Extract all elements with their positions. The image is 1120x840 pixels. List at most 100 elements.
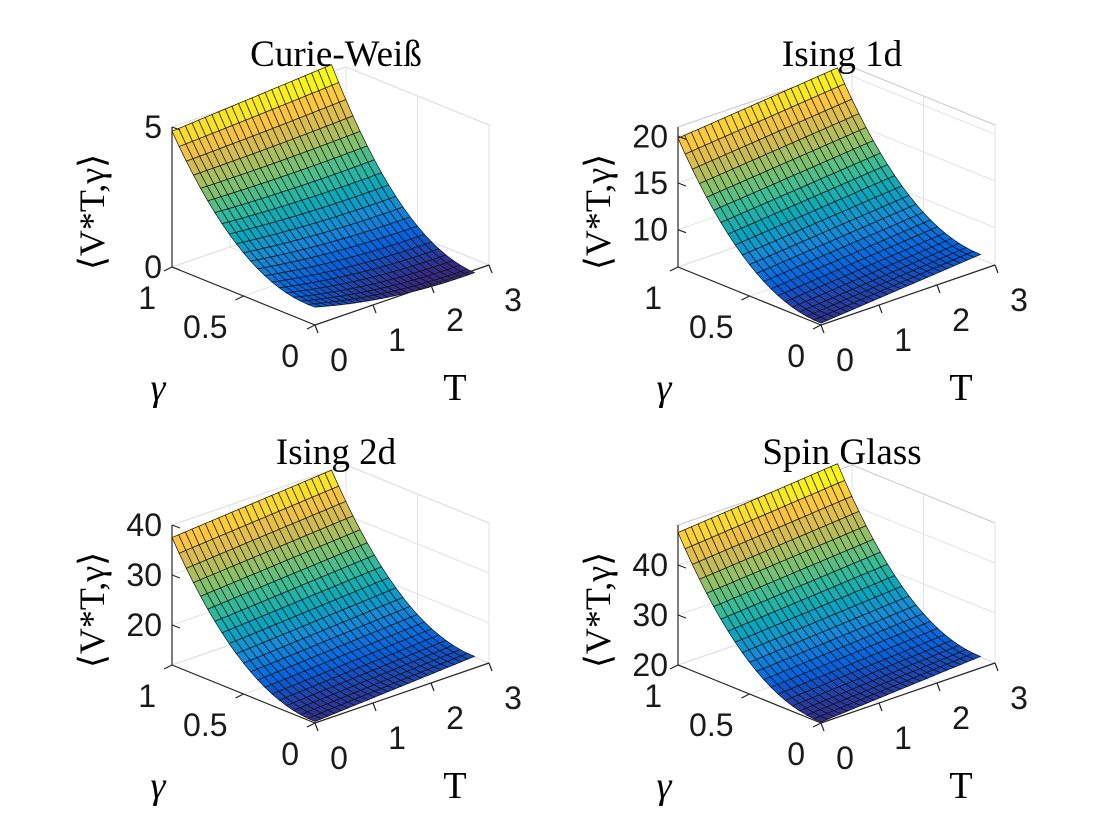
z-axis-label: ⟨V*T,γ⟩ — [578, 552, 618, 668]
t-tick-mark — [994, 662, 999, 672]
gamma-tick-mark — [235, 295, 244, 301]
z-tick-mark — [171, 574, 181, 579]
t-tick-mark — [430, 682, 435, 692]
t-tick-mark — [878, 304, 883, 314]
gamma-tick-label: 0.5 — [183, 309, 227, 345]
t-tick-label: 1 — [388, 720, 406, 756]
t-tick-mark — [936, 682, 941, 692]
t-tick-mark — [488, 662, 493, 672]
z-tick-mark — [677, 664, 687, 669]
surface-patch — [812, 715, 829, 723]
z-tick-label: 20 — [632, 118, 668, 154]
gamma-tick-mark — [306, 722, 316, 728]
t-tick-label: 3 — [504, 680, 522, 716]
z-tick-label: 20 — [126, 607, 162, 643]
gamma-tick-mark — [235, 693, 244, 699]
t-axis-label: T — [443, 367, 466, 409]
subplot-title: Ising 2d — [276, 432, 397, 473]
t-tick-label: 1 — [894, 322, 912, 358]
gamma-tick-label: 0.5 — [183, 707, 227, 743]
gamma-tick-mark — [306, 324, 316, 330]
t-tick-mark — [936, 284, 941, 294]
t-tick-label: 3 — [504, 282, 522, 318]
gamma-axis-label: γ — [657, 765, 673, 807]
t-tick-mark — [314, 324, 319, 334]
t-tick-label: 3 — [1010, 282, 1028, 318]
z-axis-label: ⟨V*T,γ⟩ — [578, 154, 618, 270]
t-tick-label: 0 — [330, 740, 348, 776]
gamma-tick-label: 0 — [787, 338, 805, 374]
t-axis-label: T — [443, 765, 466, 807]
t-axis-line — [820, 264, 996, 326]
gamma-tick-mark — [812, 324, 822, 330]
gamma-tick-mark — [669, 266, 679, 272]
t-tick-mark — [372, 702, 377, 712]
t-tick-label: 2 — [446, 302, 464, 338]
z-tick-label: 10 — [632, 212, 668, 248]
gamma-tick-mark — [669, 664, 679, 670]
gamma-tick-label: 1 — [138, 280, 156, 316]
surface-patch — [812, 316, 829, 324]
z-tick-mark — [677, 229, 687, 234]
surface — [171, 64, 476, 308]
gamma-tick-label: 0 — [281, 338, 299, 374]
t-tick-mark — [878, 702, 883, 712]
t-axis-line — [820, 662, 996, 724]
t-tick-mark — [372, 304, 377, 314]
z-tick-label: 15 — [632, 165, 668, 201]
t-tick-label: 1 — [894, 720, 912, 756]
gamma-axis-label: γ — [657, 367, 673, 409]
surface-patch — [306, 715, 323, 722]
z-axis-label: ⟨V*T,γ⟩ — [72, 552, 112, 668]
z-tick-mark — [677, 564, 687, 569]
z-tick-label: 30 — [126, 557, 162, 593]
t-axis-label: T — [949, 765, 972, 807]
t-tick-mark — [820, 722, 825, 732]
subplot-title: Ising 1d — [782, 34, 903, 75]
t-tick-mark — [430, 284, 435, 294]
z-tick-mark — [171, 266, 181, 271]
t-axis-label: T — [949, 367, 972, 409]
z-tick-label: 20 — [632, 647, 668, 683]
surface-patch — [307, 303, 322, 308]
surface — [677, 463, 982, 723]
t-tick-label: 2 — [952, 700, 970, 736]
surface — [677, 67, 982, 324]
z-tick-mark — [677, 614, 687, 619]
z-tick-mark — [171, 126, 181, 131]
z-tick-label: 40 — [126, 507, 162, 543]
gamma-tick-mark — [163, 266, 173, 272]
gamma-tick-label: 0 — [787, 736, 805, 772]
z-tick-label: 0 — [144, 249, 162, 285]
t-tick-label: 2 — [446, 700, 464, 736]
gamma-axis-label: γ — [151, 765, 167, 807]
gamma-tick-mark — [741, 693, 750, 699]
z-tick-mark — [171, 524, 181, 529]
z-axis-label: ⟨V*T,γ⟩ — [72, 154, 112, 270]
gamma-tick-label: 1 — [138, 678, 156, 714]
z-tick-mark — [677, 182, 687, 187]
t-tick-mark — [488, 264, 493, 274]
gamma-tick-label: 0.5 — [689, 309, 733, 345]
t-tick-label: 0 — [836, 342, 854, 378]
gamma-tick-mark — [812, 722, 822, 728]
gamma-tick-label: 1 — [644, 678, 662, 714]
z-tick-label: 30 — [632, 597, 668, 633]
t-tick-label: 0 — [836, 740, 854, 776]
t-tick-label: 2 — [952, 302, 970, 338]
z-tick-mark — [677, 135, 687, 140]
gamma-tick-mark — [741, 295, 750, 301]
z-tick-label: 40 — [632, 547, 668, 583]
gamma-tick-label: 0 — [281, 736, 299, 772]
t-tick-label: 0 — [330, 342, 348, 378]
t-tick-mark — [820, 324, 825, 334]
t-axis-line — [314, 264, 490, 326]
t-tick-label: 3 — [1010, 680, 1028, 716]
gamma-tick-label: 0.5 — [689, 707, 733, 743]
subplot-title: Spin Glass — [762, 432, 921, 473]
